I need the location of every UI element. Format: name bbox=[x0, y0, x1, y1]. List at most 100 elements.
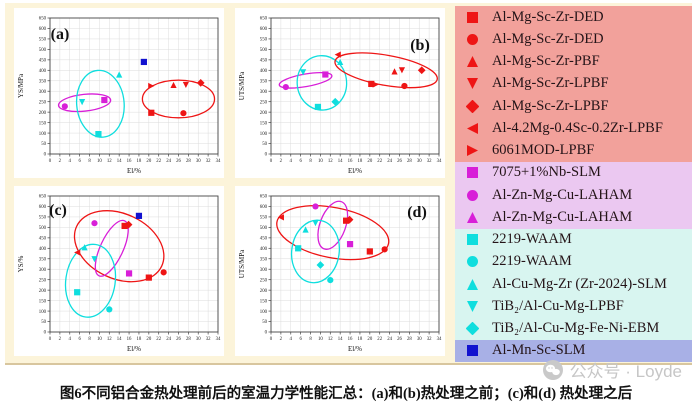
y-tick-label: 350 bbox=[260, 257, 268, 262]
x-tick-label: 16 bbox=[127, 337, 132, 342]
y-tick-label: 100 bbox=[260, 132, 268, 137]
y-tick-label: 300 bbox=[260, 90, 268, 95]
y-tick-label: 350 bbox=[260, 79, 268, 84]
x-tick-label: 18 bbox=[137, 337, 142, 342]
legend-item-label: TiB₂/Al-Cu-Mg-Fe-Ni-EBM bbox=[492, 320, 660, 337]
x-tick-label: 10 bbox=[318, 337, 323, 342]
x-tick-label: 18 bbox=[358, 159, 363, 164]
y-tick-label: 500 bbox=[260, 226, 268, 231]
circle-marker-icon bbox=[282, 83, 289, 91]
circle-marker-icon bbox=[381, 246, 388, 253]
y-tick-label: 300 bbox=[39, 90, 47, 95]
tri-left-marker-icon bbox=[467, 122, 478, 134]
legend-item: Al-Mg-Sc-Zr-PBF bbox=[455, 51, 692, 73]
x-tick-label: 28 bbox=[186, 337, 191, 342]
diamond-marker-icon bbox=[345, 215, 354, 224]
y-tick-label: 650 bbox=[260, 17, 268, 22]
square-marker-icon bbox=[121, 222, 128, 230]
x-axis-label: El/% bbox=[127, 345, 141, 353]
watermark: 公众号 · Loyde bbox=[542, 357, 682, 382]
square-marker-icon bbox=[467, 167, 478, 179]
x-tick-label: 16 bbox=[348, 159, 353, 164]
circle-marker-icon bbox=[61, 103, 68, 110]
y-tick-label: 250 bbox=[39, 278, 47, 283]
y-tick-label: 600 bbox=[260, 27, 268, 32]
x-tick-label: 34 bbox=[216, 337, 221, 342]
x-tick-label: 14 bbox=[338, 159, 343, 164]
diamond-marker-icon bbox=[196, 78, 205, 87]
wechat-icon bbox=[542, 359, 563, 380]
y-tick-label: 600 bbox=[39, 205, 47, 210]
legend-item: Al-Zn-Mg-Cu-LAHAM bbox=[455, 206, 692, 228]
y-tick-label: 50 bbox=[41, 142, 46, 147]
legend-marker bbox=[467, 145, 478, 157]
x-tick-label: 0 bbox=[270, 159, 273, 164]
legend-marker bbox=[467, 56, 478, 68]
tri-down-marker-icon bbox=[182, 81, 189, 89]
y-tick-label: 150 bbox=[39, 299, 47, 304]
x-tick-label: 34 bbox=[216, 159, 221, 164]
circle-marker-icon bbox=[467, 189, 478, 201]
x-tick-label: 2 bbox=[280, 159, 283, 164]
scatter-plot-d: 0 2 4 6 8 10 12 14 16 18 20 22 24 26 28 30 32 34 0 50 100 150… bbox=[235, 186, 445, 356]
y-tick-label: 300 bbox=[260, 268, 268, 273]
cluster-ellipse-red bbox=[141, 79, 216, 119]
legend-item-label: Al-Cu-Mg-Zr (Zr-2024)-SLM bbox=[492, 275, 667, 292]
x-axis-label: El/% bbox=[348, 345, 362, 353]
x-tick-label: 8 bbox=[88, 159, 91, 164]
legend-item-label: Al-Mg-Sc-Zr-DED bbox=[492, 8, 604, 25]
legend-item: Al-Mg-Sc-Zr-LPBF bbox=[455, 73, 692, 95]
x-tick-label: 0 bbox=[270, 337, 273, 342]
square-marker-icon bbox=[368, 80, 375, 88]
diamond-marker-icon bbox=[466, 99, 479, 113]
x-tick-label: 10 bbox=[318, 159, 323, 164]
y-tick-label: 200 bbox=[260, 111, 268, 116]
y-tick-label: 400 bbox=[260, 247, 268, 252]
tri-down-marker-icon bbox=[312, 220, 319, 227]
x-tick-label: 6 bbox=[78, 159, 81, 164]
x-tick-label: 24 bbox=[387, 159, 392, 164]
square-marker-icon bbox=[135, 212, 143, 219]
legend-item-label: Al-Zn-Mg-Cu-LAHAM bbox=[492, 186, 633, 203]
x-tick-label: 10 bbox=[97, 159, 102, 164]
y-tick-label: 250 bbox=[260, 278, 268, 283]
x-tick-label: 4 bbox=[290, 337, 293, 342]
chart-b: 0 2 4 6 8 10 12 14 16 18 20 22 24 26 28 30 32 34050100150… bbox=[235, 8, 445, 178]
tri-left-marker-icon bbox=[74, 249, 81, 256]
x-tick-label: 20 bbox=[367, 159, 372, 164]
cluster-ellipse-red bbox=[276, 205, 390, 261]
circle-marker-icon bbox=[91, 220, 98, 227]
x-tick-label: 6 bbox=[299, 337, 302, 342]
tri-up-marker-icon bbox=[337, 58, 344, 66]
legend-item-label: 7075+1%Nb-SLM bbox=[492, 164, 601, 181]
square-marker-icon bbox=[366, 248, 373, 255]
y-tick-label: 650 bbox=[39, 195, 47, 200]
tri-up-marker-icon bbox=[81, 244, 88, 251]
tri-left-marker-icon bbox=[334, 51, 341, 58]
legend-marker bbox=[466, 99, 479, 113]
x-tick-label: 8 bbox=[309, 159, 312, 164]
x-tick-label: 30 bbox=[196, 337, 201, 342]
legend-item: 6061MOD-LPBF bbox=[455, 140, 692, 162]
tri-up-marker-icon bbox=[302, 226, 309, 233]
square-marker-icon bbox=[343, 217, 350, 224]
y-tick-label: 50 bbox=[41, 320, 46, 325]
x-tick-label: 34 bbox=[437, 337, 442, 342]
x-tick-label: 30 bbox=[196, 159, 201, 164]
panel-label: (c) bbox=[49, 202, 67, 219]
legend-item-label: 2219-WAAM bbox=[492, 231, 572, 248]
y-tick-label: 150 bbox=[39, 121, 47, 126]
square-marker-icon bbox=[95, 131, 102, 138]
x-tick-label: 20 bbox=[146, 159, 151, 164]
y-tick-label: 400 bbox=[39, 247, 47, 252]
x-tick-label: 0 bbox=[49, 159, 52, 164]
x-tick-label: 0 bbox=[49, 337, 52, 342]
x-tick-label: 16 bbox=[348, 337, 353, 342]
x-tick-label: 32 bbox=[206, 159, 211, 164]
y-tick-label: 400 bbox=[39, 69, 47, 74]
square-marker-icon bbox=[295, 245, 302, 252]
y-tick-label: 0 bbox=[265, 331, 268, 336]
legend-item: TiB₂/Al-Cu-Mg-LPBF bbox=[455, 295, 692, 317]
circle-marker-icon bbox=[312, 203, 319, 210]
tri-down-marker-icon bbox=[398, 67, 406, 74]
